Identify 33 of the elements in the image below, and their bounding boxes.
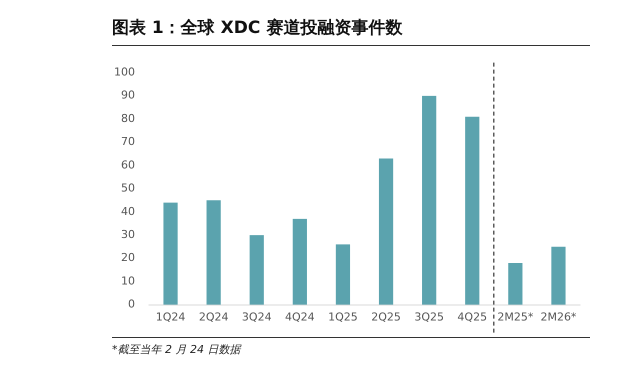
x-tick-label: 4Q25 [457, 310, 488, 324]
y-tick-label: 0 [128, 298, 135, 311]
y-tick-label: 60 [120, 158, 135, 172]
x-tick-label: 2Q25 [371, 310, 401, 324]
bar [551, 246, 566, 305]
bar [336, 244, 350, 305]
bar [250, 235, 264, 305]
y-tick-label: 40 [120, 204, 135, 218]
x-tick-label: 1Q24 [156, 310, 186, 324]
y-tick-label: 70 [120, 135, 135, 148]
x-tick-label: 3Q24 [242, 310, 272, 324]
y-tick-label: 80 [120, 112, 135, 125]
y-tick-label: 20 [120, 251, 135, 264]
bar [378, 158, 394, 305]
bar [163, 202, 178, 305]
x-tick-label: 3Q25 [414, 310, 444, 324]
bar [292, 218, 307, 305]
text: *截至当年 2 月 24 日数据 [112, 337, 590, 357]
bar [465, 116, 480, 305]
x-tick-label: 4Q24 [285, 310, 315, 324]
x-tick-label: 1Q25 [328, 310, 358, 324]
y-tick-label: 90 [120, 88, 135, 102]
y-tick-label: 100 [114, 65, 135, 78]
bar [422, 96, 436, 305]
y-tick-label: 30 [120, 228, 135, 241]
bar [508, 263, 522, 305]
x-tick-label: 2M25* [497, 310, 534, 324]
y-tick-label: 50 [120, 182, 135, 195]
x-tick-label: 2M26* [540, 310, 577, 324]
x-tick-label: 2Q24 [198, 310, 228, 324]
chart-title: 图表 1：全球 XDC 赛道投融资事件数 [112, 16, 590, 46]
y-tick-label: 10 [120, 274, 135, 288]
bar [206, 200, 221, 305]
